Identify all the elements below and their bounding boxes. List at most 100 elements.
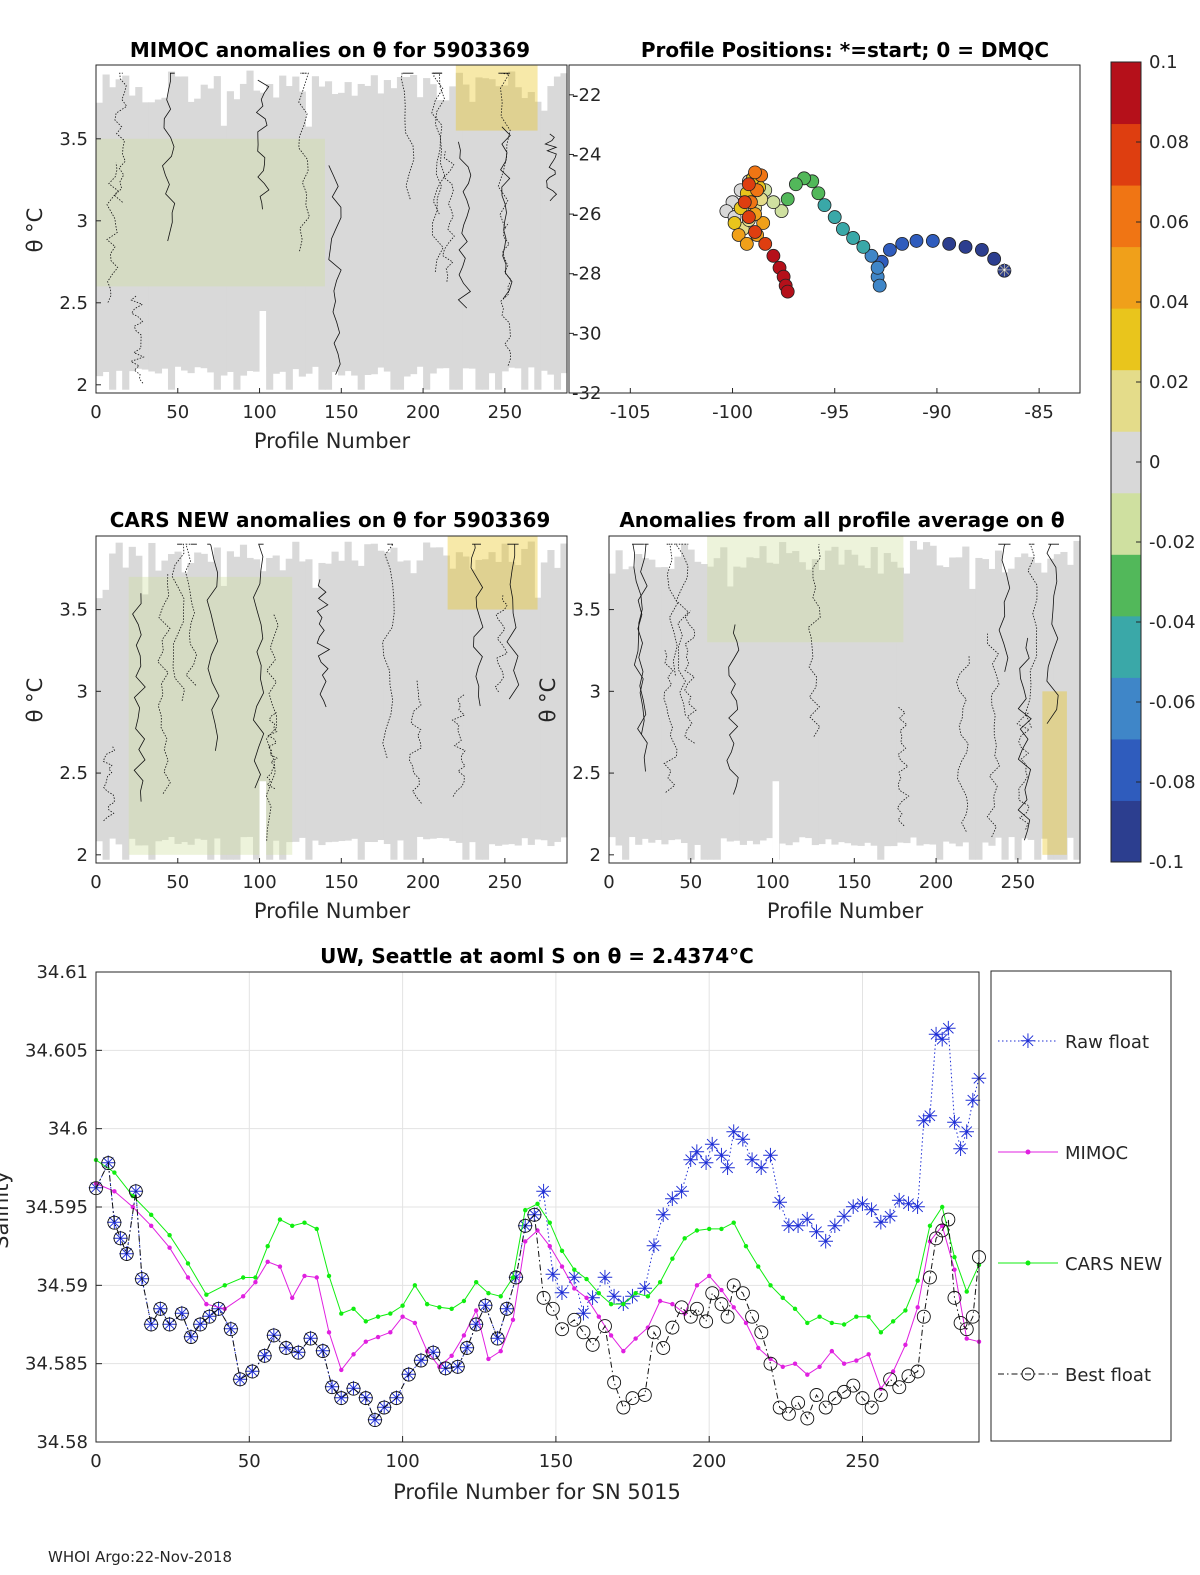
data-point xyxy=(584,1295,589,1301)
cars-cell-column xyxy=(455,552,463,843)
allavg-contour-line xyxy=(684,610,697,744)
cars-xtick-label: 50 xyxy=(166,872,189,893)
allavg-cell-column xyxy=(1008,568,1016,838)
data-point xyxy=(731,1305,736,1310)
allavg-cell-column xyxy=(746,557,754,841)
cars-cell-column xyxy=(324,563,333,843)
profile-position-point xyxy=(780,284,795,299)
mimoc-cell-column xyxy=(292,76,300,370)
mimoc-panel: 0 50 100 150 200 250 2 2.5 3 3.5 xyxy=(59,64,568,423)
colorbar-tick-label: -0.04 xyxy=(1149,612,1196,633)
data-point: ✳ xyxy=(106,1211,123,1235)
data-point xyxy=(162,1317,177,1332)
data-point xyxy=(204,1292,209,1297)
cars-cell-column xyxy=(122,567,130,860)
cars-cell-column xyxy=(141,594,149,846)
data-point xyxy=(388,1330,393,1335)
data-point xyxy=(915,1278,920,1283)
allavg-cell-column xyxy=(981,559,990,843)
profile-position-point xyxy=(766,195,781,210)
allavg-cell-column xyxy=(870,547,878,846)
data-point xyxy=(424,1301,430,1307)
data-point xyxy=(113,1231,128,1246)
allavg-cell-column xyxy=(968,588,976,860)
colorbar-swatch xyxy=(1111,308,1141,371)
allavg-cell-column xyxy=(785,553,793,846)
positions-ytick-label: -26 xyxy=(572,204,601,225)
data-point xyxy=(469,1317,484,1332)
mimoc-cell-column xyxy=(207,88,215,373)
mimoc-cell-column xyxy=(488,79,496,374)
data-point xyxy=(326,1330,332,1335)
allavg-cell-column xyxy=(707,566,715,860)
cars-cell-column xyxy=(429,547,437,839)
data-point xyxy=(903,1308,908,1313)
data-point xyxy=(829,1320,835,1326)
cars-contour-line xyxy=(252,543,265,789)
mimoc-xtick-label: 250 xyxy=(488,402,522,423)
profile-position-point xyxy=(758,237,773,251)
cars-cell-column xyxy=(148,542,156,860)
profile-position-point xyxy=(727,216,742,230)
cars-xtick-label: 200 xyxy=(406,872,440,893)
data-point: ✳ xyxy=(845,1195,862,1219)
data-point xyxy=(334,1391,349,1406)
data-point xyxy=(449,1353,454,1359)
data-point xyxy=(633,1336,638,1341)
allavg-cell-column xyxy=(648,559,656,843)
data-point xyxy=(204,1301,209,1307)
mimoc-cell-column xyxy=(331,94,339,373)
data-point xyxy=(947,1290,962,1305)
data-point xyxy=(682,1236,687,1241)
data-point xyxy=(438,1361,453,1376)
data-point xyxy=(388,1311,393,1316)
mimoc-cell-column xyxy=(285,86,293,390)
data-point xyxy=(585,1337,600,1352)
mimoc-cell-column xyxy=(527,92,535,368)
data-point: ✳ xyxy=(891,1189,908,1213)
mimoc-ytick-label: 3 xyxy=(77,211,88,232)
profile-position-point xyxy=(741,210,756,224)
allavg-cell-column xyxy=(667,568,676,841)
mimoc-contour-line xyxy=(431,72,444,272)
positions-axes-box xyxy=(568,64,1081,394)
data-point xyxy=(547,1220,552,1225)
data-point: ✳ xyxy=(673,1179,690,1203)
data-point xyxy=(901,1369,916,1384)
mimoc-cell-column xyxy=(351,95,359,376)
mimoc-cell-column xyxy=(553,76,562,390)
mimoc-cell-column xyxy=(187,101,195,374)
salinity-ytick-label: 34.6 xyxy=(48,1119,88,1140)
data-point xyxy=(518,1218,533,1233)
data-point xyxy=(461,1333,467,1338)
mimoc-cell-column xyxy=(311,76,320,367)
mimoc-cell-column xyxy=(318,86,326,390)
allavg-heatmap-field xyxy=(609,536,1081,863)
cars-cell-column xyxy=(370,543,378,843)
data-point: ✳ xyxy=(689,1140,706,1164)
positions-xtick-label: -95 xyxy=(820,402,849,423)
cars-anomaly-patch xyxy=(447,536,538,610)
data-point xyxy=(559,1264,565,1269)
profile-position-point xyxy=(895,237,910,251)
cars-heatmap-field xyxy=(96,536,568,863)
data-point: ✳ xyxy=(863,1198,880,1222)
data-point xyxy=(607,1375,622,1390)
positions-title: Profile Positions: *=start; 0 = DMQC xyxy=(641,38,1049,62)
mimoc-cell-column xyxy=(338,92,346,376)
data-point xyxy=(567,1312,582,1327)
cars-cell-column xyxy=(534,597,542,840)
cars-cell-column xyxy=(96,598,104,842)
mimoc-heatmap-field xyxy=(96,65,568,393)
data-point xyxy=(818,1400,833,1415)
allavg-contour-line xyxy=(666,543,679,676)
data-point: ✳ xyxy=(958,1120,975,1144)
data-point xyxy=(800,1411,815,1426)
data-point xyxy=(351,1352,356,1357)
allavg-contour-line xyxy=(807,544,821,737)
data-point xyxy=(325,1380,340,1395)
data-point xyxy=(277,1264,283,1269)
mimoc-cell-column xyxy=(547,86,555,375)
salinity-legend-box xyxy=(990,970,1172,1442)
